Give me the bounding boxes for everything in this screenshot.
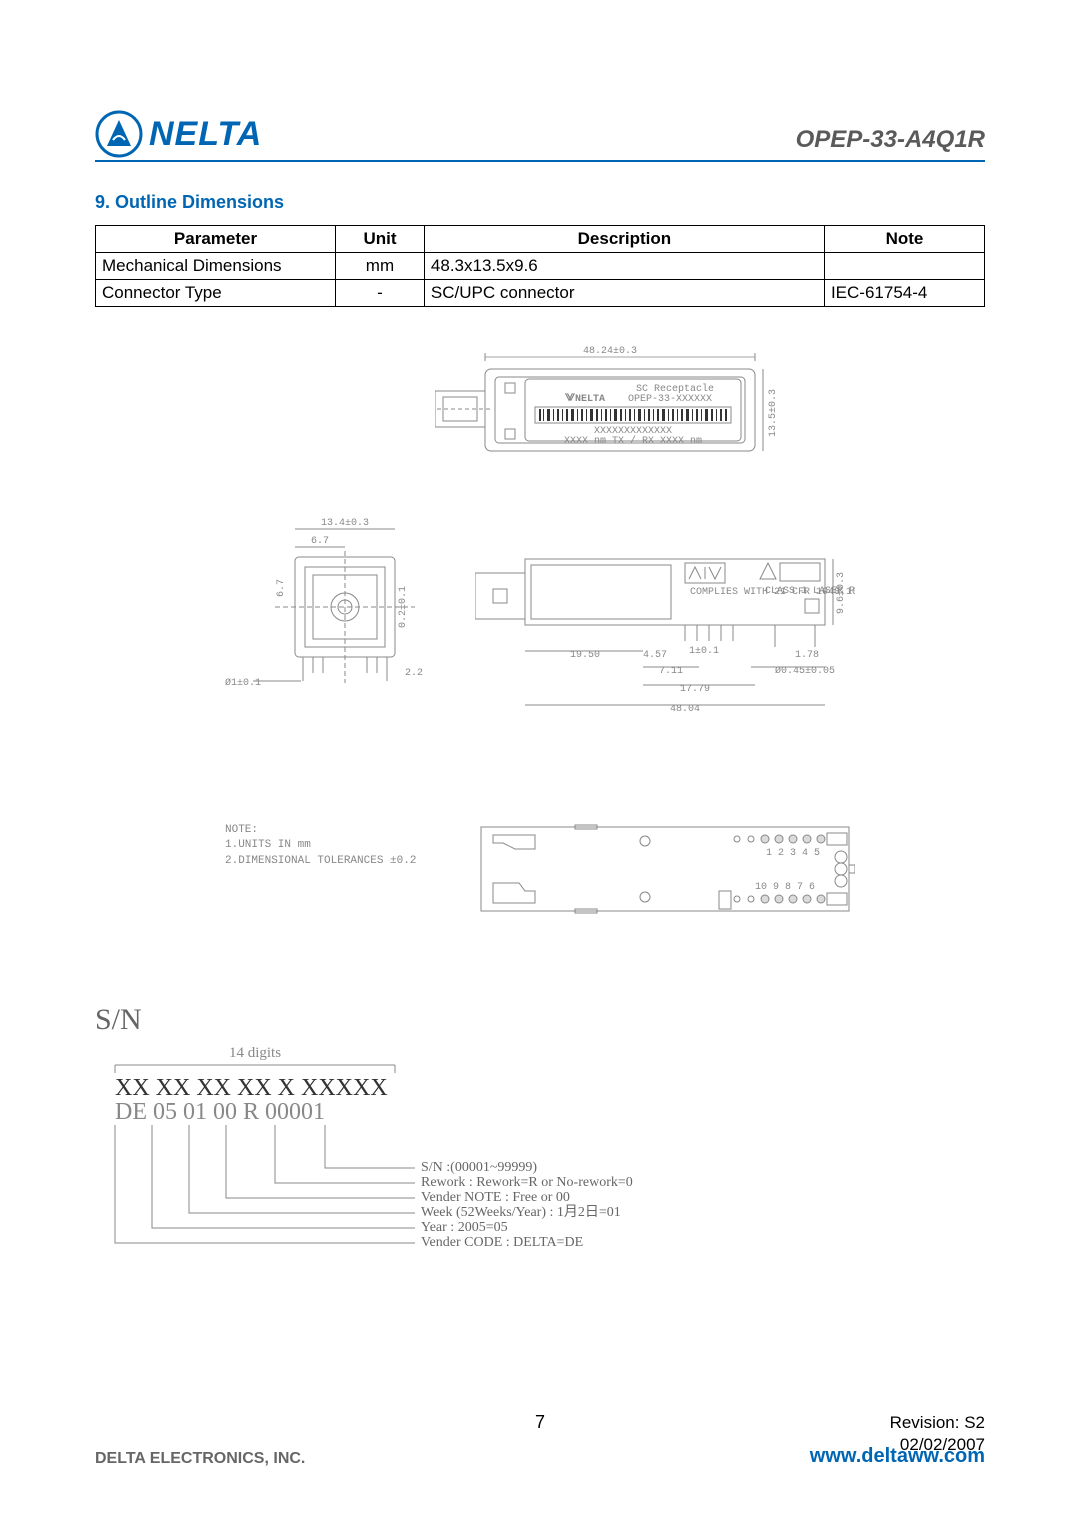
svg-text:17.79: 17.79 [680, 684, 710, 695]
svg-text:1.78: 1.78 [795, 650, 819, 661]
logo-text: NELTA [149, 115, 262, 154]
cell-unit: mm [336, 253, 425, 280]
svg-text:1 2 3 4 5: 1 2 3 4 5 [766, 848, 820, 859]
cell-note [824, 253, 984, 280]
svg-text:48.04: 48.04 [670, 704, 700, 715]
note-line: NOTE: [225, 823, 416, 838]
page-header: NELTA OPEP-33-A4Q1R [95, 110, 985, 162]
page-footer: 7 Revision: S2 02/02/2007 DELTA ELECTRON… [95, 1412, 985, 1468]
company-name: DELTA ELECTRONICS, INC. [95, 1450, 305, 1468]
sn-diagram: 14 digits XX XX XX XX X XXXXX DE 05 01 0… [95, 1043, 815, 1253]
svg-text:S/N :(00001~99999): S/N :(00001~99999) [421, 1160, 537, 1175]
svg-text:9.6±0.3: 9.6±0.3 [836, 572, 847, 614]
svg-text:Ø1±0.1: Ø1±0.1 [225, 677, 261, 689]
revision-date: 02/02/2007 [890, 1434, 985, 1456]
col-parameter: Parameter [96, 226, 336, 253]
top-view-drawing: 48.24±0.3 SC Receptacle ⨈NELTA OPEP-33-X… [435, 343, 785, 483]
page-number: 7 [95, 1412, 985, 1433]
cell-description: 48.3x13.5x9.6 [424, 253, 824, 280]
bottom-view-drawing: 1 2 3 4 5 10 9 8 7 6 [475, 821, 855, 917]
svg-text:Vender NOTE : Free or 00: Vender NOTE : Free or 00 [421, 1190, 570, 1205]
col-description: Description [424, 226, 824, 253]
table-header-row: Parameter Unit Description Note [96, 226, 985, 253]
revision-text: Revision: S2 [890, 1412, 985, 1434]
svg-text:⨈NELTA: ⨈NELTA [564, 393, 605, 405]
cell-unit: - [336, 280, 425, 307]
svg-text:XXXX nm TX / RX XXXX nm: XXXX nm TX / RX XXXX nm [564, 435, 702, 447]
col-note: Note [824, 226, 984, 253]
front-view-drawing: 13.4±0.3 6.7 6.7 Ø1±0.1 0.2±0.1 2.2 [205, 513, 455, 713]
svg-text:Rework : Rework=R or No-rework: Rework : Rework=R or No-rework=0 [421, 1175, 633, 1190]
svg-text:Vender CODE : DELTA=DE: Vender CODE : DELTA=DE [421, 1235, 583, 1250]
svg-text:10 9 8 7 6: 10 9 8 7 6 [755, 882, 815, 893]
svg-text:7.11: 7.11 [659, 666, 683, 677]
table-row: Mechanical Dimensions mm 48.3x13.5x9.6 [96, 253, 985, 280]
cell-parameter: Connector Type [96, 280, 336, 307]
side-view-drawing: COMPLIES WITH 21 CFR 1040.10 AND 1040.11… [475, 553, 855, 723]
svg-text:OPEP-33-XXXXXX: OPEP-33-XXXXXX [628, 394, 712, 405]
svg-text:13.5±0.3: 13.5±0.3 [768, 389, 779, 437]
delta-logo-icon [95, 110, 143, 158]
svg-text:14 digits: 14 digits [229, 1045, 281, 1061]
svg-text:2.2: 2.2 [405, 668, 423, 679]
section-title: 9. Outline Dimensions [95, 192, 985, 213]
svg-text:4.57: 4.57 [643, 650, 667, 661]
note-line: 2.DIMENSIONAL TOLERANCES ±0.2 [225, 854, 416, 869]
svg-text:48.24±0.3: 48.24±0.3 [583, 346, 637, 357]
table-row: Connector Type - SC/UPC connector IEC-61… [96, 280, 985, 307]
svg-text:6.7: 6.7 [311, 536, 329, 547]
revision-block: Revision: S2 02/02/2007 [890, 1412, 985, 1456]
svg-text:XX XX XX XX X XXXXX: XX XX XX XX X XXXXX [115, 1075, 388, 1101]
col-unit: Unit [336, 226, 425, 253]
delta-logo: NELTA [95, 110, 262, 158]
mechanical-drawings: 48.24±0.3 SC Receptacle ⨈NELTA OPEP-33-X… [95, 343, 985, 983]
svg-text:1±0.1: 1±0.1 [689, 646, 719, 657]
cell-parameter: Mechanical Dimensions [96, 253, 336, 280]
drawing-note: NOTE: 1.UNITS IN mm 2.DIMENSIONAL TOLERA… [225, 823, 416, 869]
svg-text:Year : 2005=05: Year : 2005=05 [421, 1220, 508, 1235]
svg-text:DE 05 01 00 R 00001: DE 05 01 00 R 00001 [115, 1099, 325, 1125]
sn-title: S/N [95, 1003, 985, 1037]
svg-text:19.50: 19.50 [570, 650, 600, 661]
serial-number-section: S/N 14 digits XX XX XX XX X XXXXX DE 05 … [95, 1003, 985, 1258]
cell-note: IEC-61754-4 [824, 280, 984, 307]
svg-text:0.2±0.1: 0.2±0.1 [398, 586, 409, 628]
svg-text:Week (52Weeks/Year) : 1月2日=01: Week (52Weeks/Year) : 1月2日=01 [421, 1204, 621, 1220]
svg-text:13.4±0.3: 13.4±0.3 [321, 518, 369, 529]
svg-text:6.7: 6.7 [276, 579, 287, 597]
note-line: 1.UNITS IN mm [225, 838, 416, 853]
product-code: OPEP-33-A4Q1R [796, 126, 985, 154]
cell-description: SC/UPC connector [424, 280, 824, 307]
parameters-table: Parameter Unit Description Note Mechanic… [95, 225, 985, 307]
